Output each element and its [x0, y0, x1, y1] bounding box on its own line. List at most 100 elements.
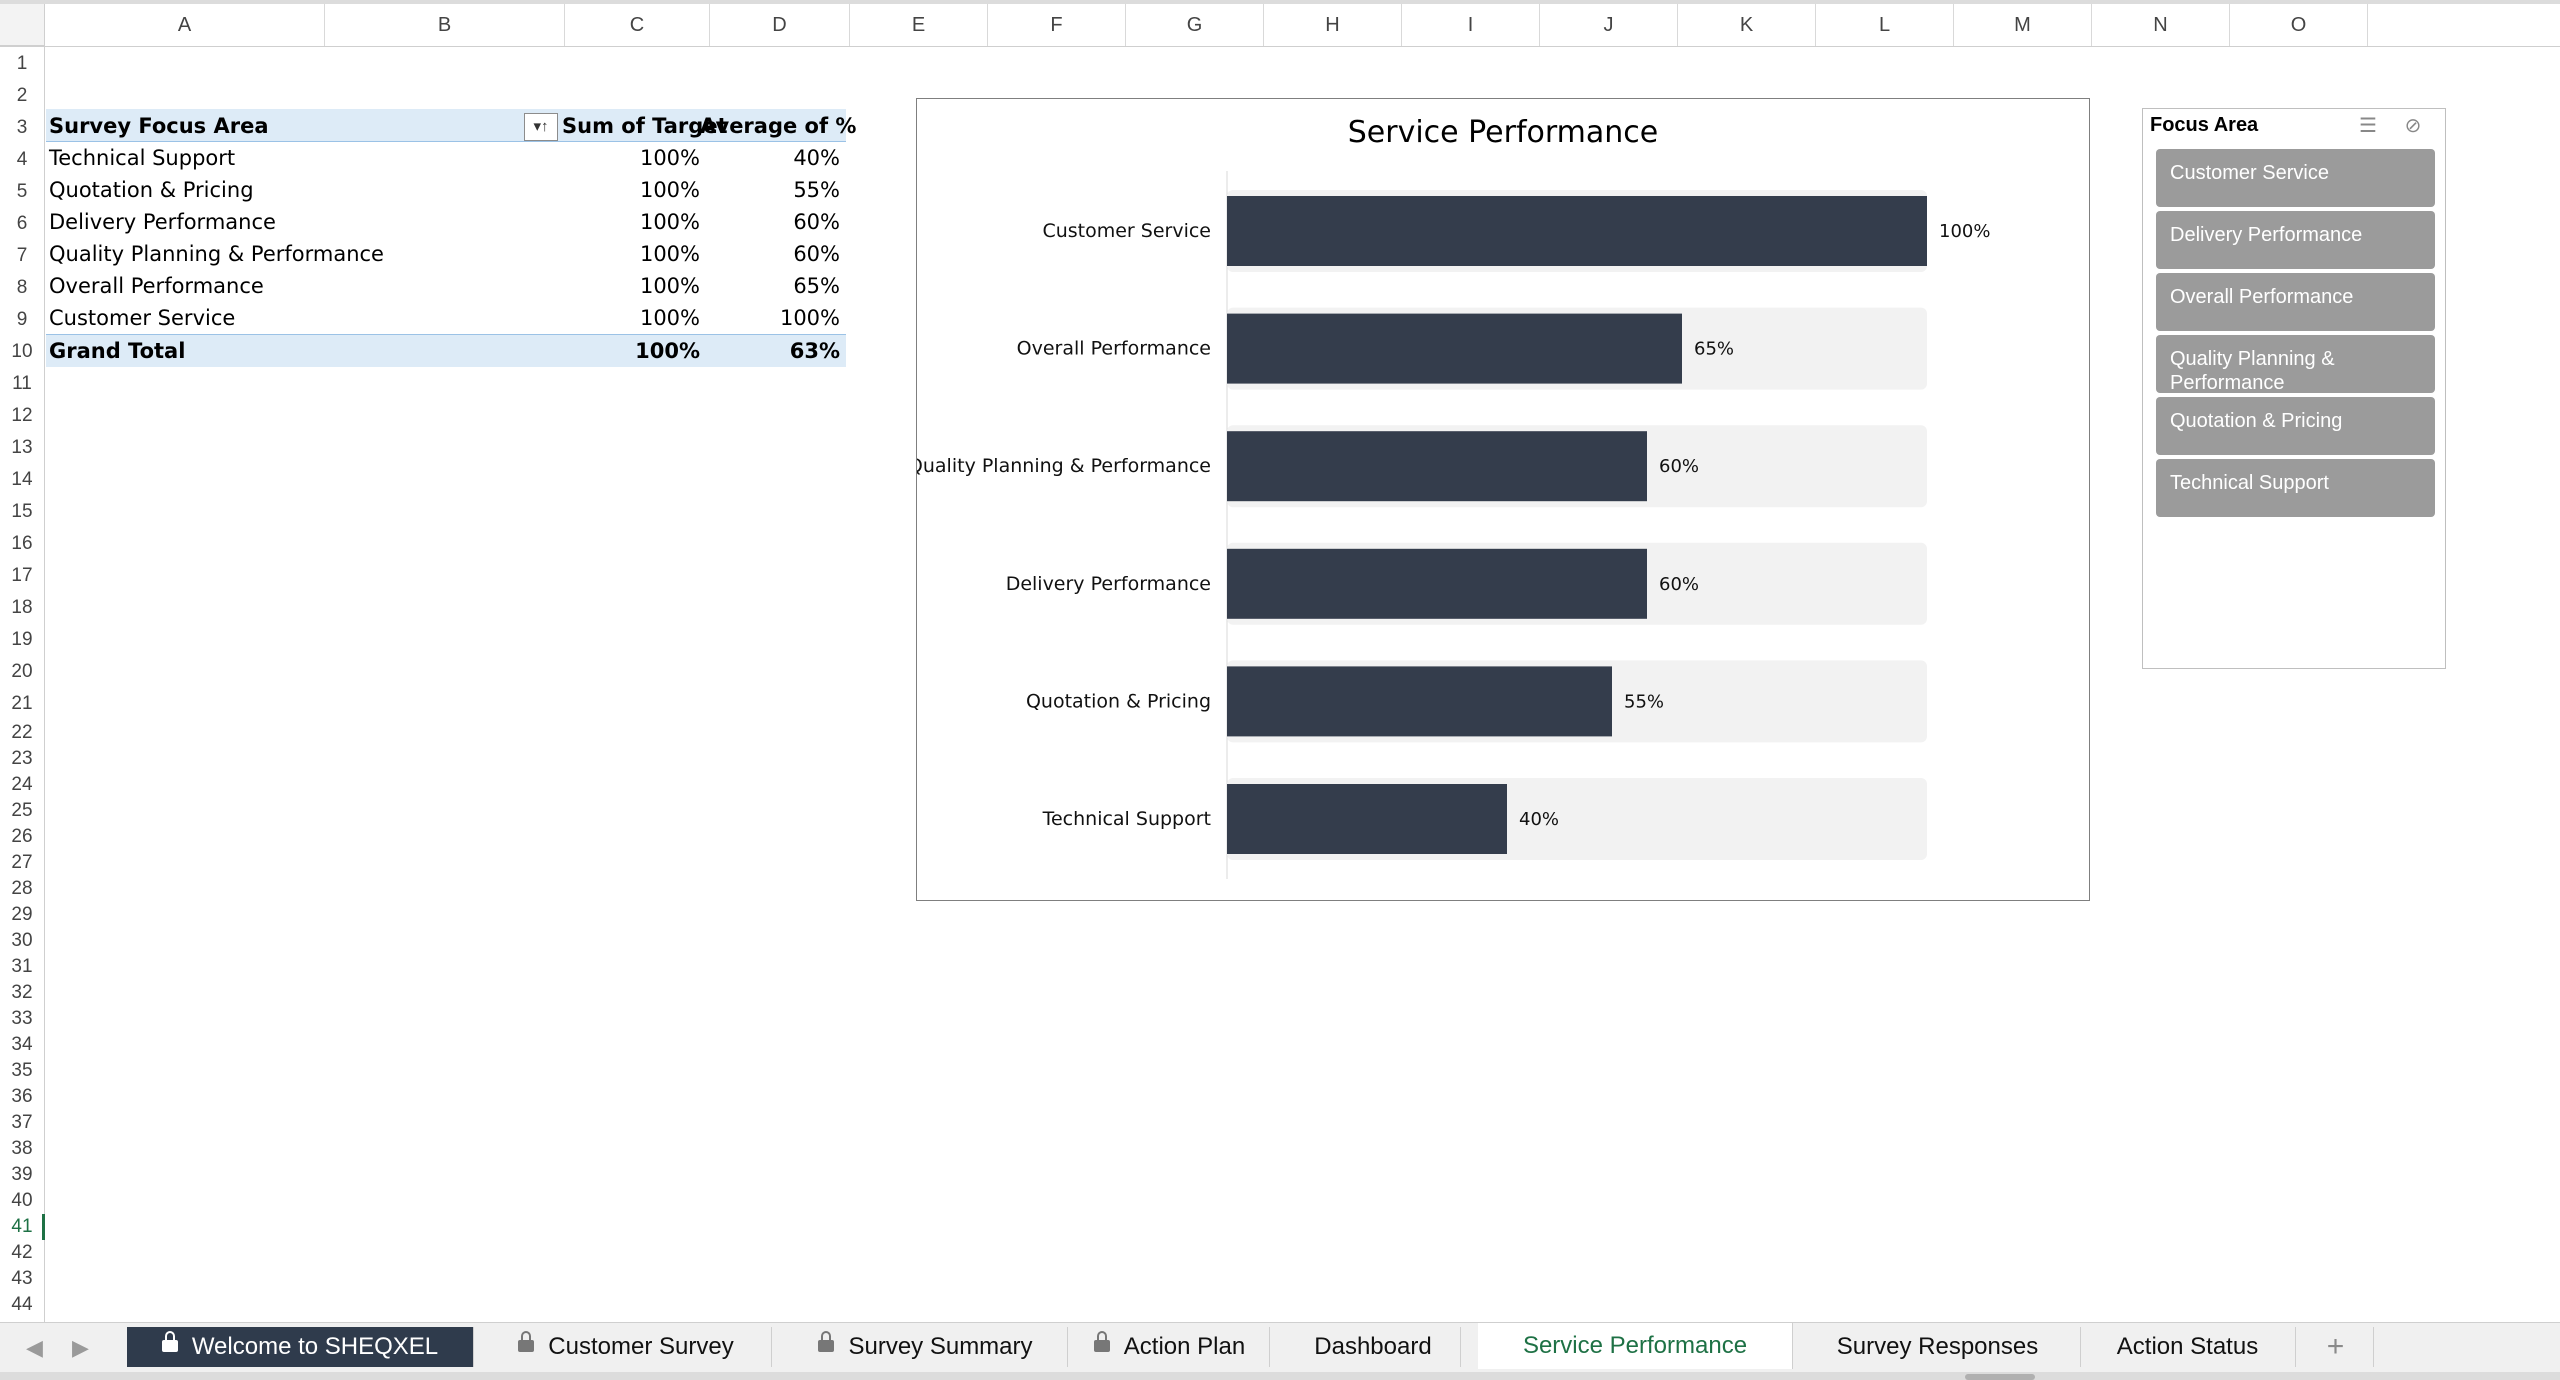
pivot-total-average[interactable]: 63% [789, 339, 840, 363]
pivot-row-area[interactable]: Delivery Performance [49, 210, 276, 234]
pivot-row-area[interactable]: Customer Service [49, 306, 236, 330]
sheet-tab-survey-summary[interactable]: Survey Summary [784, 1327, 1068, 1367]
pivot-row-target[interactable]: 100% [639, 146, 700, 170]
row-header-41[interactable]: 41 [11, 1216, 33, 1237]
row-header-18[interactable]: 18 [11, 597, 33, 618]
row-header-27[interactable]: 27 [11, 852, 33, 873]
row-header-13[interactable]: 13 [11, 437, 33, 458]
pivot-row-average[interactable]: 100% [779, 306, 840, 330]
row-header-2[interactable]: 2 [16, 85, 28, 106]
column-header-h[interactable]: H [1264, 4, 1402, 46]
row-header-24[interactable]: 24 [11, 774, 33, 795]
row-header-21[interactable]: 21 [11, 693, 33, 714]
pivot-row-target[interactable]: 100% [639, 242, 700, 266]
focus-area-slicer[interactable]: Focus Area ☰ ⊘ Customer Service Delivery … [2142, 108, 2446, 669]
chart-bar[interactable] [1227, 784, 1507, 854]
row-header-20[interactable]: 20 [11, 661, 33, 682]
pivot-row-average[interactable]: 60% [793, 210, 840, 234]
sheet-tab-customer-survey[interactable]: Customer Survey [481, 1327, 772, 1367]
row-header-43[interactable]: 43 [11, 1268, 33, 1289]
row-header-36[interactable]: 36 [11, 1086, 33, 1107]
pivot-total-target[interactable]: 100% [635, 339, 700, 363]
column-header-k[interactable]: K [1678, 4, 1816, 46]
column-header-i[interactable]: I [1402, 4, 1540, 46]
slicer-item[interactable]: Quotation & Pricing [2156, 397, 2435, 455]
sheet-tab-action-status[interactable]: Action Status [2080, 1327, 2296, 1367]
row-header-28[interactable]: 28 [11, 878, 33, 899]
horizontal-scroll-thumb[interactable] [1965, 1374, 2035, 1380]
chart-bar[interactable] [1227, 313, 1682, 384]
pivot-row-area[interactable]: Quality Planning & Performance [49, 242, 384, 266]
sheet-tab-service-performance[interactable]: Service Performance [1478, 1323, 1793, 1369]
column-header-g[interactable]: G [1126, 4, 1264, 46]
row-header-11[interactable]: 11 [12, 373, 32, 394]
column-header-f[interactable]: F [988, 4, 1126, 46]
sheet-tab-action-plan[interactable]: Action Plan [1070, 1327, 1270, 1367]
row-header-34[interactable]: 34 [11, 1034, 33, 1055]
row-header-33[interactable]: 33 [11, 1008, 33, 1029]
pivot-row-average[interactable]: 65% [793, 274, 840, 298]
column-header-b[interactable]: B [325, 4, 565, 46]
row-header-5[interactable]: 5 [16, 181, 28, 202]
row-header-23[interactable]: 23 [11, 748, 33, 769]
row-header-9[interactable]: 9 [16, 309, 28, 330]
column-header-d[interactable]: D [710, 4, 850, 46]
row-header-26[interactable]: 26 [11, 826, 33, 847]
filter-sort-icon[interactable]: ▾↑ [524, 113, 558, 141]
sheet-tab-dashboard[interactable]: Dashboard [1286, 1327, 1461, 1367]
tab-scroll-right-icon[interactable]: ▶ [72, 1335, 89, 1360]
slicer-item[interactable]: Customer Service [2156, 149, 2435, 207]
sheet-tab-welcome-to-sheqxel[interactable]: Welcome to SHEQXEL [127, 1327, 474, 1367]
row-header-6[interactable]: 6 [16, 213, 28, 234]
row-header-8[interactable]: 8 [16, 277, 28, 298]
clear-filter-icon[interactable]: ⊘ [2404, 115, 2422, 137]
row-header-22[interactable]: 22 [11, 722, 33, 743]
row-header-4[interactable]: 4 [16, 149, 28, 170]
column-header-o[interactable]: O [2230, 4, 2368, 46]
pivot-header-area[interactable]: Survey Focus Area [49, 114, 269, 138]
row-header-32[interactable]: 32 [11, 982, 33, 1003]
slicer-item[interactable]: Overall Performance [2156, 273, 2435, 331]
row-header-40[interactable]: 40 [11, 1190, 33, 1211]
sheet-tab-survey-responses[interactable]: Survey Responses [1795, 1327, 2081, 1367]
pivot-header-average[interactable]: Average of % [700, 114, 857, 138]
chart-bar[interactable] [1227, 196, 1927, 266]
column-header-j[interactable]: J [1540, 4, 1678, 46]
column-header-e[interactable]: E [850, 4, 988, 46]
row-header-15[interactable]: 15 [11, 501, 33, 522]
select-all-corner[interactable] [0, 4, 45, 46]
row-header-19[interactable]: 19 [11, 629, 33, 650]
pivot-row-area[interactable]: Overall Performance [49, 274, 264, 298]
add-sheet-button[interactable]: + [2298, 1327, 2374, 1367]
column-header-c[interactable]: C [565, 4, 710, 46]
row-header-31[interactable]: 31 [11, 956, 33, 977]
column-header-a[interactable]: A [45, 4, 325, 46]
pivot-row-average[interactable]: 60% [793, 242, 840, 266]
pivot-row-area[interactable]: Quotation & Pricing [49, 178, 254, 202]
pivot-header-target[interactable]: Sum of Target [562, 114, 728, 138]
slicer-item[interactable]: Technical Support [2156, 459, 2435, 517]
row-header-25[interactable]: 25 [11, 800, 33, 821]
row-header-35[interactable]: 35 [11, 1060, 33, 1081]
row-header-7[interactable]: 7 [16, 245, 28, 266]
pivot-total-label[interactable]: Grand Total [49, 339, 186, 363]
row-header-44[interactable]: 44 [11, 1294, 33, 1315]
row-header-29[interactable]: 29 [11, 904, 33, 925]
slicer-item[interactable]: Quality Planning & Performance [2156, 335, 2435, 393]
chart-bar[interactable] [1227, 666, 1612, 737]
chart-bar[interactable] [1227, 431, 1647, 502]
pivot-row-target[interactable]: 100% [639, 306, 700, 330]
pivot-row-target[interactable]: 100% [639, 178, 700, 202]
row-header-37[interactable]: 37 [11, 1112, 33, 1133]
row-header-30[interactable]: 30 [11, 930, 33, 951]
row-header-10[interactable]: 10 [11, 341, 33, 362]
pivot-row-area[interactable]: Technical Support [49, 146, 236, 170]
row-header-39[interactable]: 39 [11, 1164, 33, 1185]
pivot-row-target[interactable]: 100% [639, 210, 700, 234]
multi-select-icon[interactable]: ☰ [2359, 115, 2377, 137]
row-header-38[interactable]: 38 [11, 1138, 33, 1159]
column-header-n[interactable]: N [2092, 4, 2230, 46]
pivot-row-average[interactable]: 55% [793, 178, 840, 202]
row-header-1[interactable]: 1 [16, 53, 28, 74]
column-header-l[interactable]: L [1816, 4, 1954, 46]
